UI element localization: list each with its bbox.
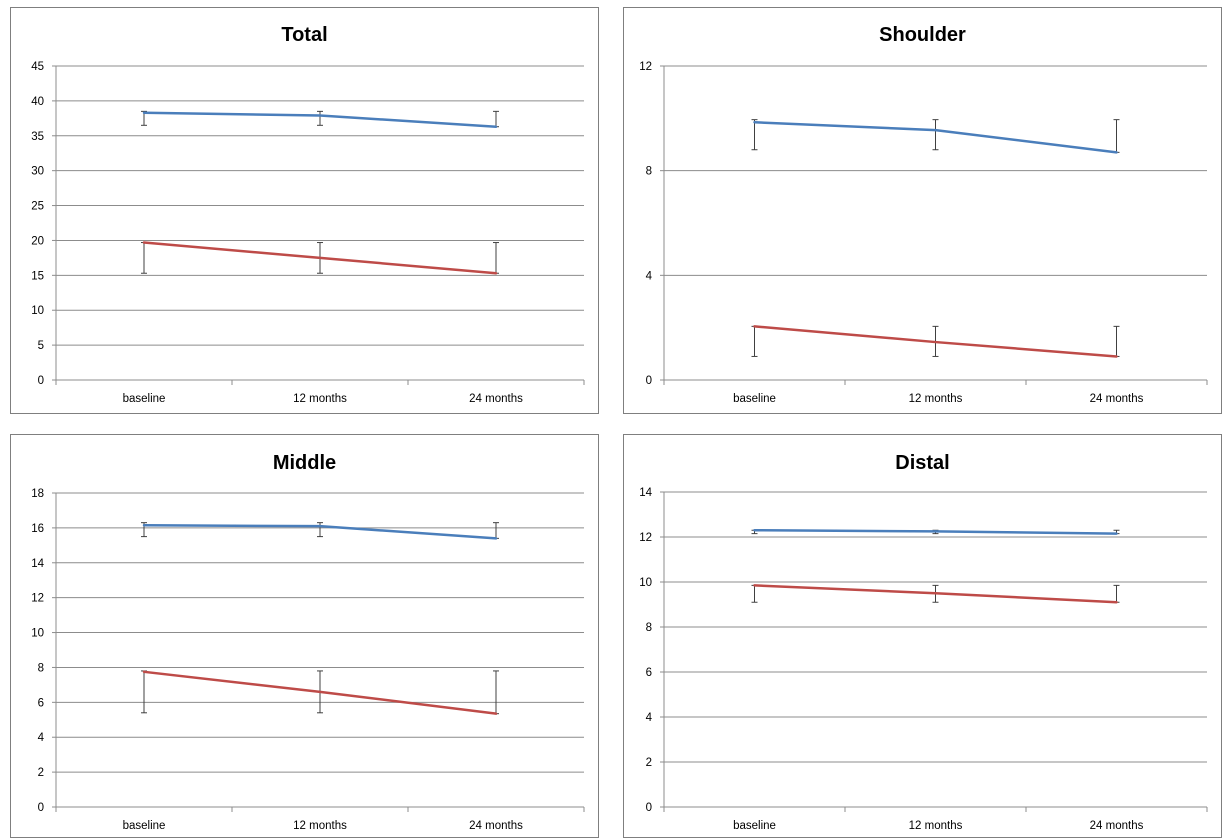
- x-tick-label: 24 months: [1090, 393, 1144, 405]
- y-tick-label: 0: [646, 375, 652, 387]
- y-tick-label: 6: [38, 697, 44, 709]
- y-tick-label: 35: [31, 131, 44, 143]
- x-tick-label: 12 months: [909, 393, 963, 405]
- y-tick-label: 20: [31, 235, 44, 247]
- x-tick-label: baseline: [123, 393, 166, 405]
- y-tick-label: 18: [31, 488, 44, 500]
- chart-svg: Total 0 5 10 15 20 25 30 35 40 45 baseline 12 months…: [11, 8, 598, 413]
- y-tick-label: 2: [38, 767, 44, 779]
- y-tick-label: 30: [31, 166, 44, 178]
- x-tick-label: 12 months: [293, 393, 347, 405]
- y-tick-label: 15: [31, 270, 44, 282]
- y-tick-label: 12: [639, 61, 652, 73]
- chart-title: Distal: [895, 452, 949, 474]
- y-tick-label: 0: [38, 375, 44, 387]
- y-tick-label: 10: [639, 577, 652, 589]
- y-tick-label: 14: [639, 487, 652, 499]
- x-tick-label: baseline: [733, 393, 776, 405]
- y-tick-label: 2: [646, 757, 652, 769]
- chart-panel-distal: Distal 0 2 4 6 8 10 12 14 baseline 12 months 24 mon…: [623, 434, 1222, 838]
- x-tick-label: 24 months: [469, 393, 523, 405]
- y-tick-label: 8: [646, 166, 652, 178]
- chart-panel-middle: Middle 0 2 4 6 8 10 12 14 16 18 baseline 12 months 24…: [10, 434, 599, 838]
- chart-svg: Shoulder 0 4 8 12 baseline 12 months 24 months: [624, 8, 1221, 413]
- y-tick-label: 10: [31, 628, 44, 640]
- y-tick-label: 14: [31, 558, 44, 570]
- chart-panel-shoulder: Shoulder 0 4 8 12 baseline 12 months 24 months: [623, 7, 1222, 414]
- y-tick-label: 4: [646, 270, 653, 282]
- y-tick-label: 0: [646, 802, 652, 814]
- chart-title: Middle: [273, 452, 336, 474]
- y-tick-label: 4: [646, 712, 653, 724]
- y-tick-label: 5: [38, 340, 44, 352]
- chart-title: Shoulder: [879, 24, 966, 46]
- y-tick-label: 6: [646, 667, 652, 679]
- y-tick-label: 8: [646, 622, 652, 634]
- y-tick-label: 4: [38, 732, 45, 744]
- y-tick-label: 45: [31, 61, 44, 73]
- x-tick-label: 24 months: [1090, 820, 1144, 832]
- chart-svg: Middle 0 2 4 6 8 10 12 14 16 18 baseline 12 months 24…: [11, 435, 598, 837]
- y-tick-label: 12: [31, 593, 44, 605]
- x-tick-label: 12 months: [909, 820, 963, 832]
- x-tick-label: baseline: [123, 820, 166, 832]
- y-tick-label: 0: [38, 802, 44, 814]
- chart-panel-total: Total 0 5 10 15 20 25 30 35 40 45 baseline 12 months…: [10, 7, 599, 414]
- y-tick-label: 25: [31, 201, 44, 213]
- chart-svg: Distal 0 2 4 6 8 10 12 14 baseline 12 months 24 mon…: [624, 435, 1221, 837]
- x-tick-label: 12 months: [293, 820, 347, 832]
- chart-title: Total: [281, 24, 327, 46]
- y-tick-label: 8: [38, 662, 44, 674]
- x-tick-label: 24 months: [469, 820, 523, 832]
- y-tick-label: 40: [31, 96, 44, 108]
- x-tick-label: baseline: [733, 820, 776, 832]
- y-tick-label: 12: [639, 532, 652, 544]
- y-tick-label: 16: [31, 523, 44, 535]
- y-tick-label: 10: [31, 305, 44, 317]
